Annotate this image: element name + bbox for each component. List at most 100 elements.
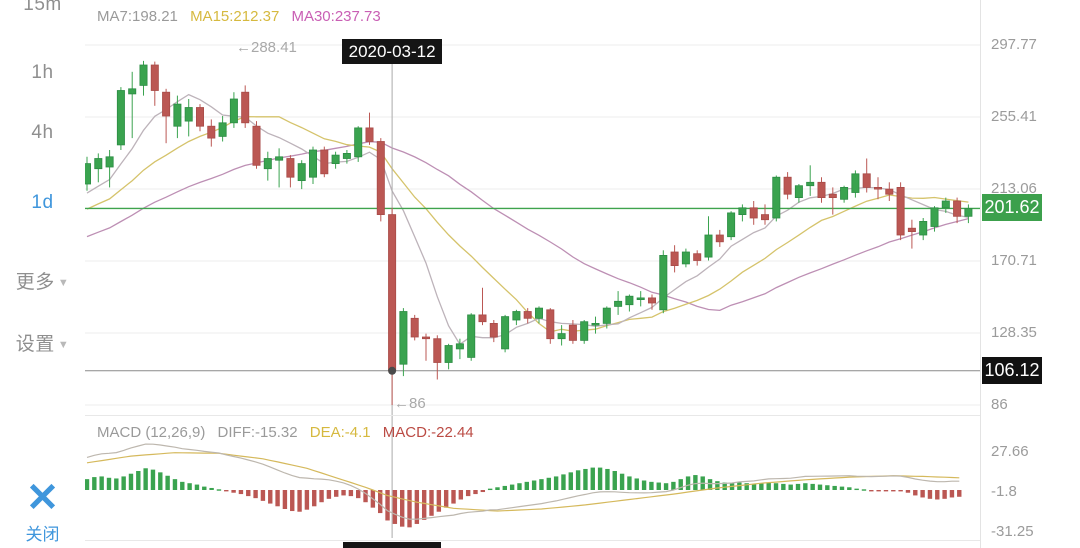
candle[interactable]: [930, 207, 939, 227]
candle[interactable]: [229, 98, 238, 124]
candle[interactable]: [535, 307, 544, 319]
candle[interactable]: [964, 208, 973, 217]
candle[interactable]: [648, 297, 657, 304]
candle[interactable]: [105, 156, 114, 168]
candle[interactable]: [365, 127, 374, 142]
candle[interactable]: [286, 158, 295, 178]
candle[interactable]: [342, 153, 351, 159]
macd-value: MACD:-22.44: [382, 424, 474, 441]
candle[interactable]: [625, 295, 634, 306]
candle[interactable]: [885, 188, 894, 195]
candle[interactable]: [591, 323, 600, 326]
candle[interactable]: [806, 181, 815, 187]
candle[interactable]: [614, 300, 623, 307]
candle[interactable]: [749, 207, 758, 219]
macd-bar: [290, 490, 295, 512]
macd-bar: [319, 490, 324, 503]
candle[interactable]: [467, 314, 476, 358]
macd-bar: [847, 487, 852, 490]
candle[interactable]: [455, 343, 464, 350]
price-axis-label: 170.71: [991, 251, 1037, 269]
candle[interactable]: [896, 187, 905, 236]
macd-bar: [378, 490, 383, 514]
candle[interactable]: [670, 251, 679, 267]
candle[interactable]: [828, 193, 837, 199]
macd-bar: [509, 484, 515, 490]
candle[interactable]: [489, 323, 498, 338]
candle[interactable]: [681, 251, 690, 265]
candle[interactable]: [421, 336, 430, 340]
candle[interactable]: [94, 158, 103, 170]
candle[interactable]: [523, 311, 532, 319]
candle[interactable]: [546, 309, 555, 340]
close-button[interactable]: ✕ 关闭: [0, 476, 85, 545]
candle[interactable]: [783, 176, 792, 195]
candle[interactable]: [150, 64, 159, 91]
candle[interactable]: [241, 91, 250, 124]
candle[interactable]: [388, 214, 397, 372]
macd-bar: [356, 490, 361, 499]
candle[interactable]: [207, 125, 216, 139]
candle[interactable]: [263, 158, 272, 170]
candle[interactable]: [173, 103, 182, 127]
candle[interactable]: [941, 200, 950, 209]
macd-axis-label: -31.25: [991, 523, 1034, 541]
candle[interactable]: [817, 181, 826, 199]
candle[interactable]: [354, 127, 363, 158]
candle[interactable]: [772, 176, 781, 219]
candle[interactable]: [715, 234, 724, 243]
candle[interactable]: [297, 163, 306, 182]
candle[interactable]: [659, 255, 668, 311]
candle[interactable]: [139, 64, 148, 86]
sidebar-item-1d[interactable]: 1d: [31, 192, 54, 213]
candle[interactable]: [512, 311, 521, 321]
candle[interactable]: [275, 156, 284, 161]
candle[interactable]: [761, 214, 770, 221]
candle[interactable]: [840, 187, 849, 200]
candle[interactable]: [399, 311, 408, 365]
candle[interactable]: [501, 316, 510, 350]
macd-bar: [429, 490, 434, 516]
candle[interactable]: [128, 88, 137, 95]
candle[interactable]: [636, 297, 645, 301]
candle[interactable]: [704, 234, 713, 258]
sidebar-item-设置[interactable]: 设置 ▼: [15, 334, 70, 355]
candle[interactable]: [953, 200, 962, 217]
macd-bar: [385, 490, 390, 521]
sidebar-item-15m[interactable]: 15m: [23, 0, 62, 15]
sidebar-item-更多[interactable]: 更多 ▼: [15, 272, 70, 293]
candle[interactable]: [252, 125, 261, 166]
candle[interactable]: [568, 324, 577, 341]
candle[interactable]: [907, 227, 916, 233]
candle[interactable]: [727, 212, 736, 238]
candle[interactable]: [376, 141, 385, 216]
candle[interactable]: [851, 173, 860, 193]
candle[interactable]: [162, 91, 171, 117]
candle[interactable]: [580, 321, 589, 341]
candle[interactable]: [331, 154, 340, 165]
candle[interactable]: [184, 107, 193, 122]
sidebar-item-1h[interactable]: 1h: [31, 62, 54, 83]
candle[interactable]: [738, 207, 747, 216]
sidebar-item-4h[interactable]: 4h: [31, 122, 54, 143]
candle[interactable]: [794, 185, 803, 199]
candle[interactable]: [410, 317, 419, 338]
candle[interactable]: [862, 173, 871, 188]
candle[interactable]: [693, 253, 702, 261]
candle[interactable]: [919, 221, 928, 236]
candle[interactable]: [874, 187, 883, 190]
macd-bar: [641, 480, 647, 490]
candle[interactable]: [116, 90, 125, 146]
candle[interactable]: [320, 149, 329, 175]
macd-bar: [810, 483, 815, 490]
candle[interactable]: [218, 122, 227, 137]
candle[interactable]: [444, 345, 453, 363]
candle[interactable]: [308, 149, 317, 178]
candle[interactable]: [602, 307, 611, 324]
candle[interactable]: [478, 314, 487, 323]
candle[interactable]: [557, 333, 566, 340]
macd-bar: [707, 479, 713, 490]
candle[interactable]: [195, 107, 204, 127]
candle[interactable]: [433, 338, 442, 363]
